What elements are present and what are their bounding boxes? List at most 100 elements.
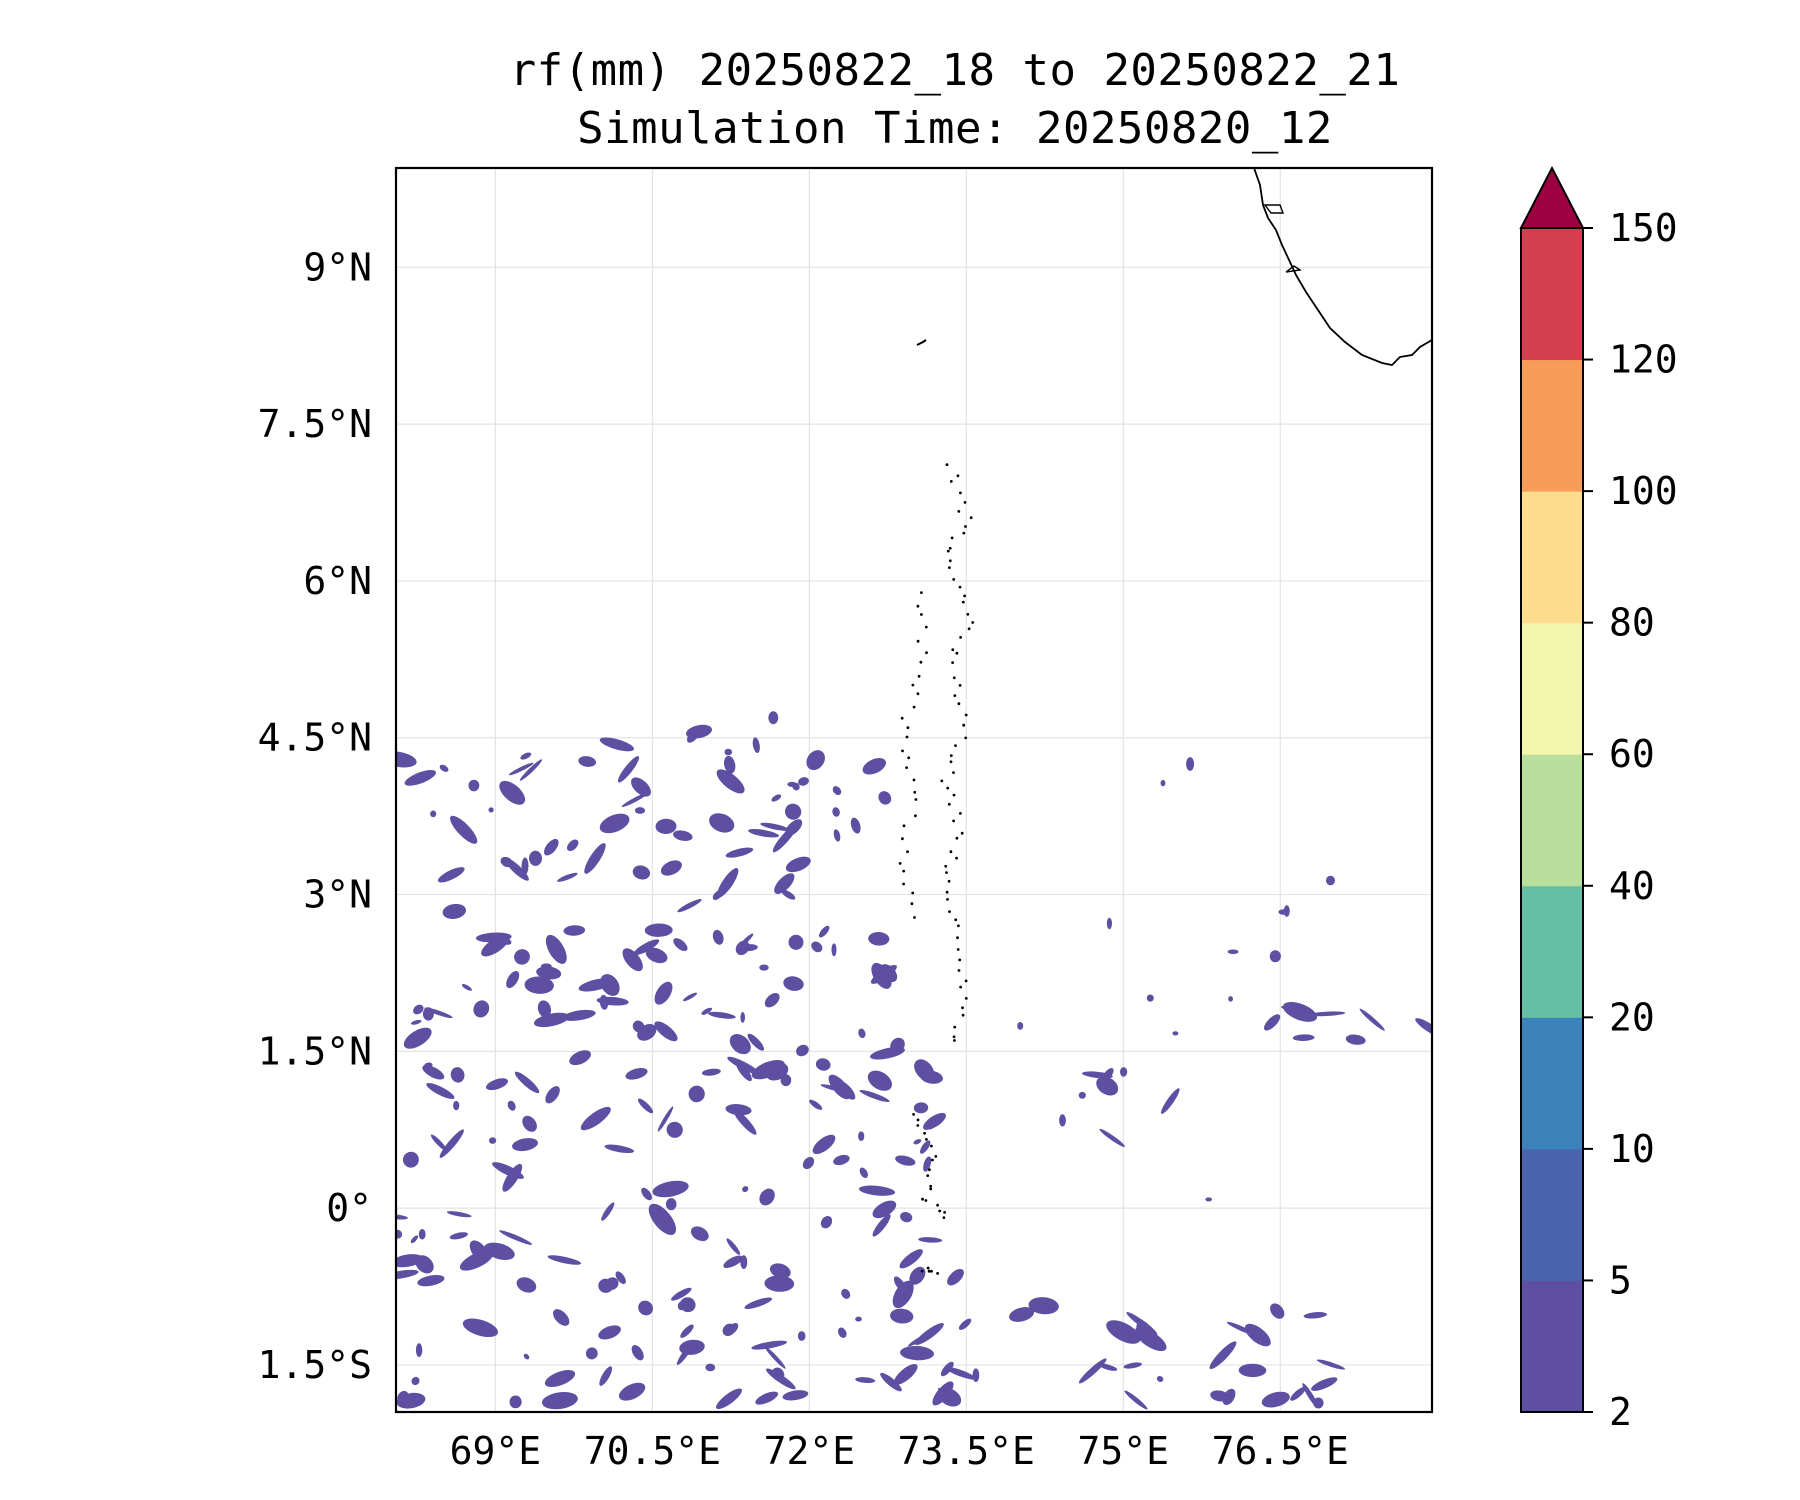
rain-cell (771, 1367, 785, 1381)
island-dot (964, 997, 968, 1000)
rain-cell (673, 938, 688, 952)
rain-cell (1303, 1312, 1327, 1319)
rain-cell (450, 815, 478, 844)
rain-cell (739, 933, 754, 948)
rain-cell (541, 1392, 578, 1410)
rain-cell (462, 1318, 499, 1338)
island-dot (898, 862, 902, 865)
rain-cell (1228, 996, 1233, 1002)
colorbar-tick-label: 5 (1609, 1258, 1632, 1302)
rain-cell (665, 1198, 677, 1211)
rain-cell (740, 1255, 748, 1269)
rain-cell (660, 860, 682, 876)
colorbar-tick-label: 120 (1609, 338, 1678, 382)
island-dot (916, 1118, 920, 1122)
rain-cell (828, 1074, 851, 1100)
rain-cell (446, 1211, 472, 1218)
rain-cell (724, 748, 733, 756)
rain-cell (747, 1033, 765, 1051)
rain-cell (553, 1309, 570, 1326)
rain-cell (838, 1327, 847, 1338)
colorbar-tick-label: 10 (1609, 1127, 1655, 1171)
lon-label: 75°E (1078, 1429, 1170, 1473)
rain-cell (417, 1274, 445, 1287)
island-dot (931, 1158, 934, 1162)
rain-cell (671, 1287, 692, 1301)
island-dot (958, 958, 962, 962)
rain-cell (396, 1269, 419, 1280)
rain-cell (418, 1229, 426, 1240)
island-dot (912, 1113, 915, 1116)
rain-cell (772, 823, 798, 853)
rain-cell (413, 1004, 424, 1015)
rain-cell (468, 779, 480, 792)
rain-cell (1309, 1011, 1346, 1017)
rain-cell (632, 1020, 645, 1033)
colorbar-tick-label: 60 (1609, 732, 1655, 776)
rain-cell (422, 1065, 445, 1080)
rain-cell (1099, 1128, 1125, 1147)
rain-cell (1264, 1014, 1281, 1031)
rain-cell (859, 1089, 890, 1103)
island-dot (916, 604, 920, 608)
rain-cell (599, 994, 609, 1010)
rain-cell (759, 964, 769, 971)
rain-cell (867, 1070, 892, 1091)
rain-cell (473, 1000, 490, 1018)
island-dot (906, 726, 910, 730)
rain-cell (634, 807, 646, 814)
rain-cell (764, 993, 780, 1008)
rain-cell (426, 1082, 455, 1100)
rain-cell (1172, 1031, 1179, 1036)
rain-cell (645, 947, 668, 964)
rain-cell (524, 976, 554, 994)
rain-cell (415, 1343, 423, 1357)
rain-cell (502, 1163, 523, 1192)
india-coastline (1253, 168, 1432, 366)
lon-label: 73.5°E (898, 1429, 1035, 1473)
island-dot (971, 621, 975, 624)
rain-cell (1028, 1297, 1059, 1315)
rain-cell (486, 1078, 508, 1091)
colorbar-tick-label: 80 (1609, 601, 1655, 645)
rain-cell (1269, 950, 1281, 963)
island-dot (952, 819, 955, 823)
island-dot (900, 716, 904, 720)
rain-cell (566, 839, 579, 852)
island-dot (949, 760, 953, 764)
colorbar-frame (1520, 227, 1584, 1413)
island-dot (945, 871, 948, 874)
rain-cell (580, 1106, 611, 1131)
rain-cell (578, 756, 597, 767)
rain-cell (818, 925, 830, 938)
island-dot (936, 1203, 939, 1207)
island-dot (948, 910, 951, 913)
island-dot (905, 766, 908, 769)
island-dot (957, 510, 961, 513)
rain-cell (569, 1050, 591, 1066)
rain-cell (923, 1112, 946, 1130)
rain-cell (900, 1345, 934, 1361)
lat-label: 4.5°N (258, 716, 372, 760)
rain-cell (764, 1275, 795, 1292)
rain-cell (832, 786, 842, 796)
island-dot (914, 814, 917, 818)
rain-cell (514, 1071, 540, 1094)
island-dot (961, 1006, 964, 1010)
rain-cell (923, 1156, 932, 1172)
island-dot (905, 735, 909, 739)
island-dot (926, 1174, 930, 1177)
latitude-labels: 9°N 7.5°N 6°N 4.5°N 3°N 1.5°N 0° 1.5°S (258, 245, 372, 1387)
rain-cell (1326, 875, 1335, 886)
rain-cell (453, 1100, 460, 1111)
island-dot (964, 979, 968, 983)
island-dot (917, 674, 921, 678)
rain-cell (545, 934, 567, 964)
rain-cell (621, 792, 649, 808)
rain-cell (781, 889, 796, 900)
coastline (916, 168, 1432, 366)
rain-cell (516, 1277, 537, 1293)
rain-cell (788, 934, 804, 950)
rain-cell (751, 1340, 788, 1350)
lat-label: 1.5°N (258, 1029, 372, 1073)
